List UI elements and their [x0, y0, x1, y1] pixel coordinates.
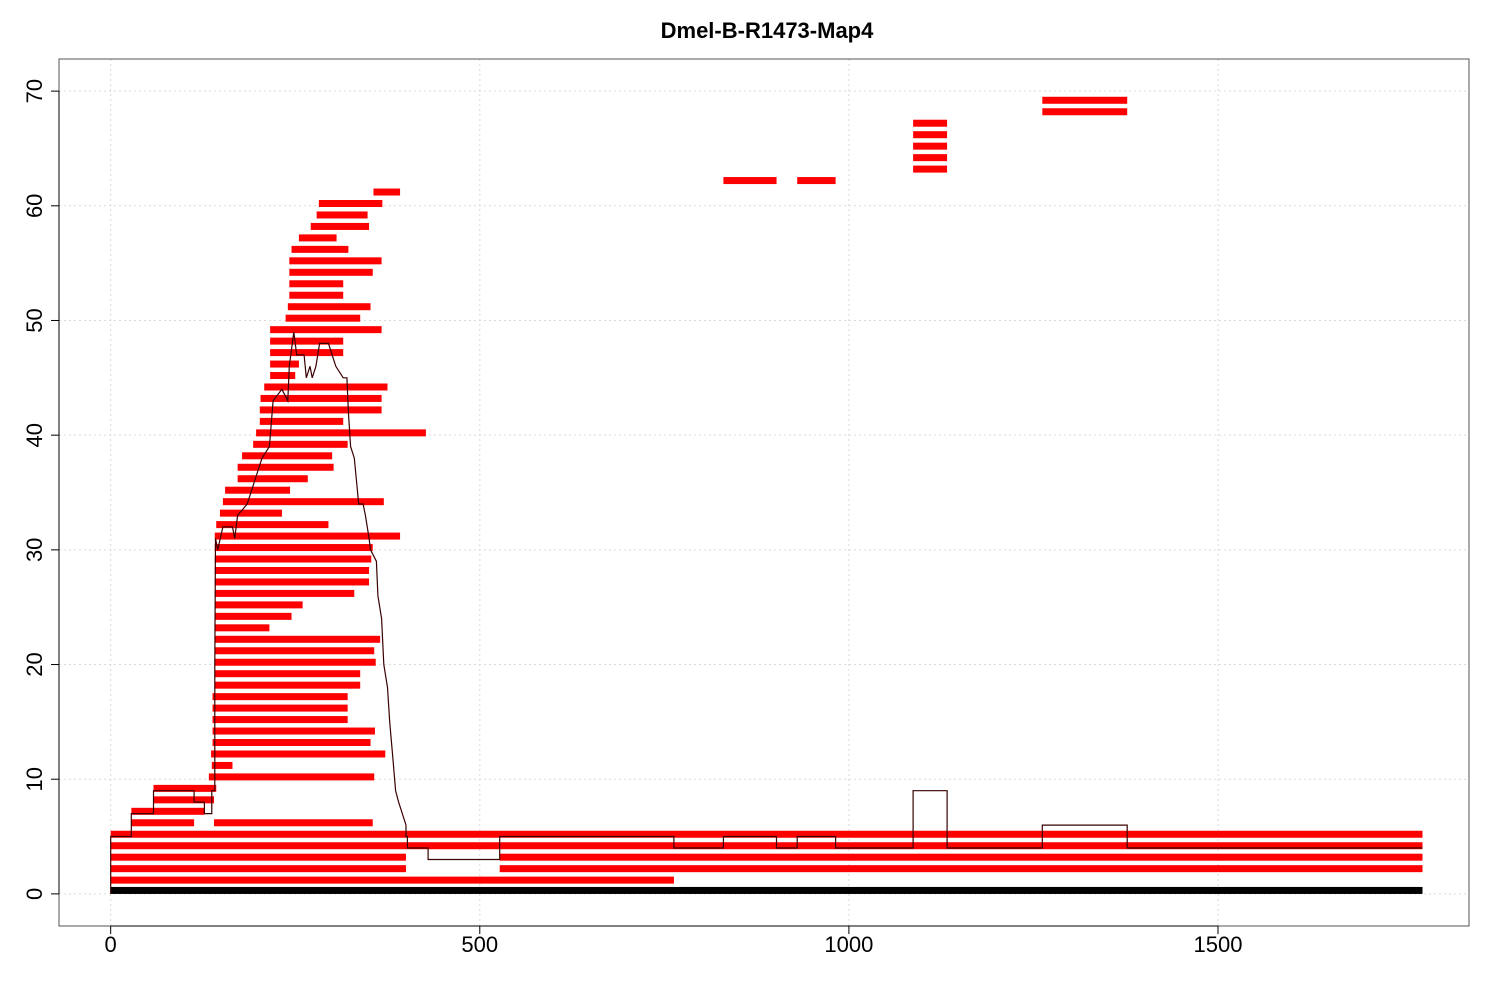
x-tick-label: 1000	[824, 932, 873, 957]
segment-bar	[270, 372, 296, 380]
y-tick-label: 70	[22, 79, 47, 103]
segment-bar	[214, 647, 375, 655]
segment-bar	[214, 601, 303, 609]
segment-bar	[212, 739, 371, 747]
segment-bar	[214, 555, 372, 563]
segment-bar	[214, 624, 270, 632]
segment-bar	[214, 658, 376, 666]
chart-title: Dmel-B-R1473-Map4	[661, 18, 874, 43]
segment-bar	[285, 314, 361, 322]
segment-bar	[270, 360, 299, 368]
segment-bar	[298, 234, 337, 242]
segment-bar	[214, 819, 373, 827]
baseline-bar	[110, 886, 1423, 894]
segment-bar	[913, 131, 948, 139]
segment-bar	[913, 142, 948, 150]
segment-bar	[291, 245, 349, 253]
x-axis: 0 500 1000 1500	[105, 925, 1243, 957]
coverage-layer	[110, 331, 1423, 894]
segment-bar	[373, 188, 401, 196]
segment-bar	[289, 291, 344, 299]
coverage-line	[110, 331, 1423, 894]
y-tick-label: 10	[22, 767, 47, 791]
segment-bar	[212, 693, 348, 701]
segment-bar	[153, 784, 217, 792]
segment-bar	[222, 498, 384, 506]
segment-bar	[214, 532, 401, 540]
segment-bar	[242, 452, 333, 460]
x-tick-label: 500	[461, 932, 498, 957]
y-tick-label: 30	[22, 538, 47, 562]
segment-bar	[214, 681, 361, 689]
segment-bar	[318, 200, 383, 207]
segment-bar	[110, 830, 1423, 838]
segment-bar	[110, 853, 406, 861]
x-tick-label: 0	[105, 932, 117, 957]
segment-bar	[499, 853, 1423, 861]
segment-bar	[237, 463, 334, 471]
segment-bar	[310, 222, 370, 230]
segment-bar	[797, 177, 836, 185]
y-axis: 0 10 20 30 40 50 60 70	[22, 79, 60, 900]
segment-bar	[270, 326, 382, 334]
segment-bar	[110, 842, 1423, 850]
x-tick-label: 1500	[1194, 932, 1243, 957]
segment-bar	[260, 394, 382, 402]
segment-bar	[1042, 96, 1128, 104]
segment-bar	[225, 486, 291, 494]
segment-bar	[211, 750, 386, 758]
segment-bar	[256, 429, 426, 437]
segment-bar	[499, 865, 1423, 873]
segment-bar	[131, 819, 195, 827]
segment-bar	[212, 716, 348, 724]
segment-bar	[316, 211, 368, 219]
segment-bar	[287, 303, 371, 311]
segment-bar	[1042, 108, 1128, 116]
segment-bar	[110, 876, 674, 884]
segment-bar	[131, 807, 205, 815]
segment-bar	[214, 589, 355, 597]
y-tick-label: 50	[22, 308, 47, 332]
segment-bar	[264, 383, 388, 391]
segment-bar	[723, 177, 777, 185]
y-tick-label: 40	[22, 423, 47, 447]
segment-bar	[289, 280, 344, 288]
segment-bar	[212, 727, 375, 735]
segment-bar	[270, 349, 344, 357]
baseline-layer	[110, 886, 1423, 894]
segment-bar	[153, 796, 215, 804]
y-tick-label: 0	[22, 888, 47, 900]
segment-bar	[219, 509, 282, 517]
segment-bar	[913, 165, 948, 173]
segment-bar	[259, 406, 382, 414]
segment-bar	[289, 257, 382, 265]
segment-bar	[289, 268, 373, 276]
segment-bar	[259, 417, 344, 425]
segment-bar	[913, 119, 948, 127]
segment-bar	[110, 865, 406, 873]
segment-bar	[211, 761, 233, 769]
segment-bar	[214, 578, 370, 586]
segments-layer	[110, 96, 1423, 884]
segment-bar	[214, 544, 373, 552]
segment-bar	[214, 670, 361, 678]
segment-bar	[237, 475, 308, 483]
y-tick-label: 20	[22, 652, 47, 676]
segment-bar	[212, 704, 348, 712]
segment-bar	[214, 566, 370, 574]
segment-bar	[214, 635, 381, 643]
segment-bar	[208, 773, 375, 781]
segment-bar	[216, 521, 329, 529]
y-tick-label: 60	[22, 194, 47, 218]
segment-bar	[253, 440, 348, 448]
segment-bar	[913, 154, 948, 162]
segment-bar	[214, 612, 292, 620]
segment-bar	[270, 337, 344, 345]
